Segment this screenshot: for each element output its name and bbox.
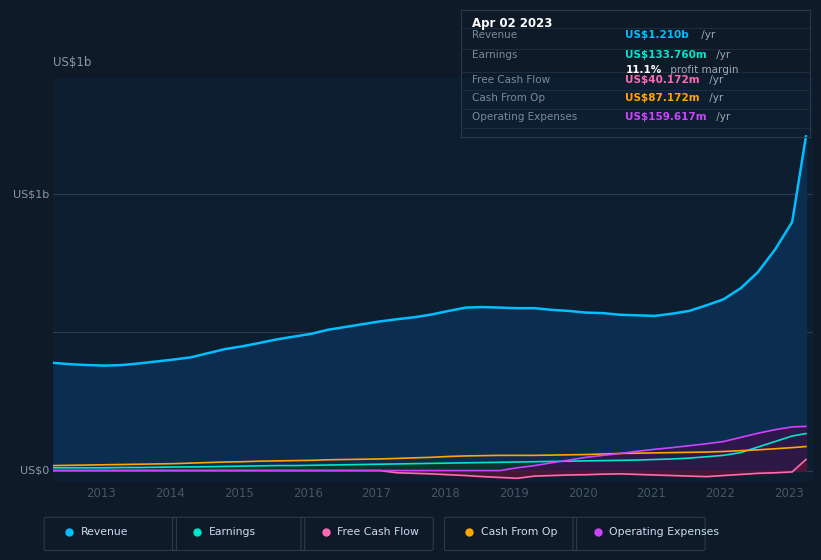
Text: US$40.172m: US$40.172m: [626, 74, 700, 85]
Text: Free Cash Flow: Free Cash Flow: [472, 74, 550, 85]
Text: /yr: /yr: [706, 74, 723, 85]
Text: Apr 02 2023: Apr 02 2023: [472, 17, 553, 30]
Text: Operating Expenses: Operating Expenses: [472, 111, 577, 122]
Text: /yr: /yr: [698, 30, 715, 40]
Text: US$159.617m: US$159.617m: [626, 111, 707, 122]
Text: US$1b: US$1b: [13, 189, 49, 199]
Text: 11.1%: 11.1%: [626, 65, 662, 75]
Text: /yr: /yr: [713, 50, 731, 60]
Text: Cash From Op: Cash From Op: [481, 528, 557, 538]
Text: US$1b: US$1b: [53, 57, 92, 69]
Text: US$87.172m: US$87.172m: [626, 92, 700, 102]
Text: US$1.210b: US$1.210b: [626, 30, 689, 40]
Text: US$0: US$0: [21, 465, 49, 475]
Text: profit margin: profit margin: [667, 65, 739, 75]
Text: /yr: /yr: [713, 111, 731, 122]
Text: Free Cash Flow: Free Cash Flow: [337, 528, 419, 538]
Text: Cash From Op: Cash From Op: [472, 92, 545, 102]
Text: Operating Expenses: Operating Expenses: [609, 528, 719, 538]
Text: US$133.760m: US$133.760m: [626, 50, 707, 60]
Text: Earnings: Earnings: [472, 50, 517, 60]
Text: Earnings: Earnings: [209, 528, 256, 538]
Text: Revenue: Revenue: [472, 30, 517, 40]
Text: /yr: /yr: [706, 92, 723, 102]
Text: Revenue: Revenue: [80, 528, 128, 538]
